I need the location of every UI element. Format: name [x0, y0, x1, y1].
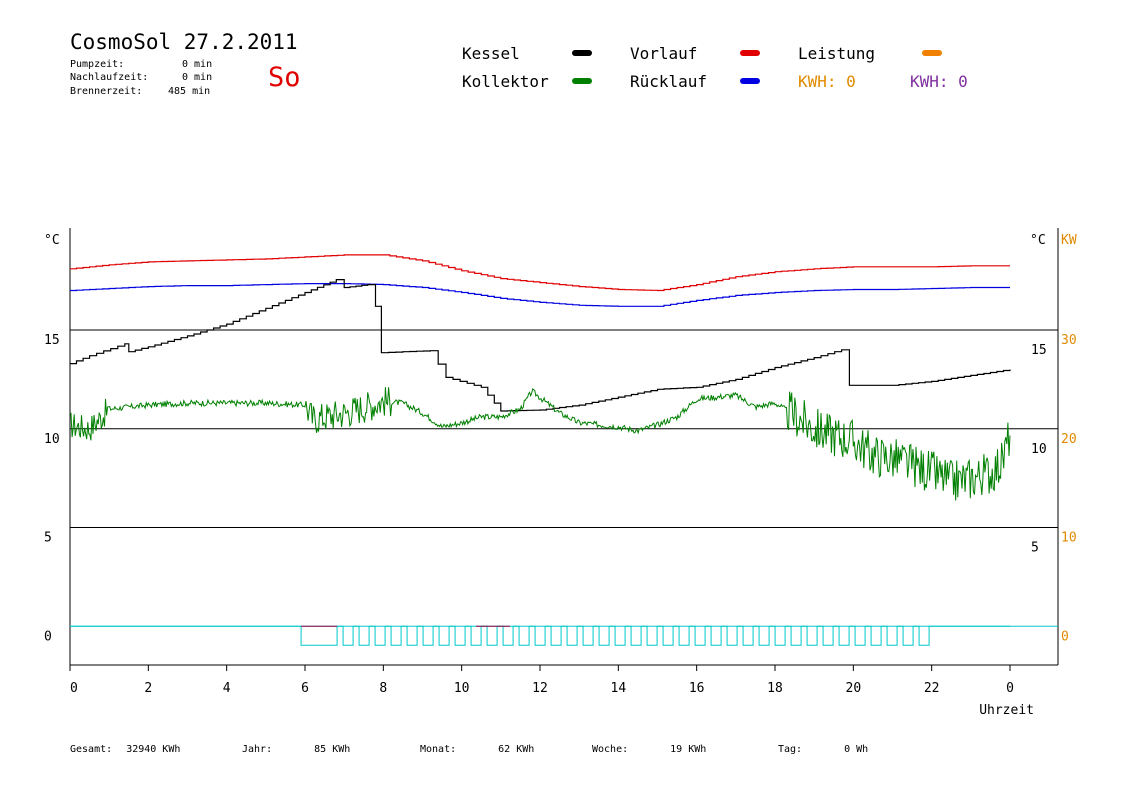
- chart-series: [69, 254, 1011, 501]
- x-tick-9: 18: [767, 681, 783, 696]
- y-tick-left-5: 5: [44, 531, 52, 546]
- legend-kwh-solar-label: KWH:: [798, 72, 837, 91]
- legend-kwh-other: KWH: 0: [910, 72, 968, 91]
- x-tick-1: 2: [144, 681, 152, 696]
- x-tick-11: 22: [924, 681, 940, 696]
- x-tick-7: 14: [611, 681, 627, 696]
- x-tick-2: 4: [223, 681, 231, 696]
- stat-woche-value: 19 KWh: [670, 744, 707, 755]
- y-tick-right-10: 10: [1031, 442, 1047, 457]
- stat-tag: Tag: 0 Wh: [778, 744, 868, 755]
- brenner-time: Brennerzeit: 485 min: [70, 85, 210, 98]
- pump-signal-trace: [70, 625, 1010, 646]
- stat-monat: Monat: 62 KWh: [420, 744, 534, 755]
- series-kessel: [70, 279, 1011, 412]
- legend-leistung-swatch: [922, 50, 942, 56]
- stat-jahr-value: 85 KWh: [314, 744, 351, 755]
- pump-signal: [70, 625, 1010, 646]
- pump-time-value: 0 min: [182, 59, 213, 70]
- stat-woche: Woche: 19 KWh: [592, 744, 706, 755]
- legend-kwh-other-value: 0: [958, 72, 968, 91]
- x-tick-4: 8: [379, 681, 387, 696]
- legend-ruecklauf-swatch: [740, 78, 760, 84]
- x-tick-12: 0: [1006, 681, 1014, 696]
- pump-time-label: Pumpzeit:: [70, 59, 125, 70]
- legend-vorlauf-swatch: [740, 50, 760, 56]
- legend-kollektor-swatch: [572, 78, 592, 84]
- kw-tick-0: 0: [1061, 629, 1069, 644]
- x-tick-8: 16: [689, 681, 705, 696]
- y-unit-right: °C: [1030, 233, 1046, 248]
- y-unit-left: °C: [44, 233, 60, 248]
- nachlauf-time-label: Nachlaufzeit:: [70, 72, 149, 83]
- kw-tick-20: 20: [1061, 432, 1077, 447]
- stat-jahr-label: Jahr:: [242, 744, 273, 755]
- stat-monat-value: 62 KWh: [498, 744, 535, 755]
- x-tick-5: 10: [454, 681, 470, 696]
- stat-jahr: Jahr: 85 KWh: [242, 744, 350, 755]
- legend-leistung-label: Leistung: [798, 44, 876, 63]
- legend-kwh-solar-value: 0: [846, 72, 856, 91]
- nachlauf-time-value: 0 min: [182, 72, 213, 83]
- stat-gesamt: Gesamt: 32940 KWh: [70, 744, 180, 755]
- stat-monat-label: Monat:: [420, 744, 457, 755]
- brenner-time-label: Brennerzeit:: [70, 86, 143, 97]
- y-tick-left-0: 0: [44, 629, 52, 644]
- page-title: CosmoSol 27.2.2011: [70, 30, 298, 54]
- chart-grid: [69, 228, 1059, 671]
- stat-woche-label: Woche:: [592, 744, 629, 755]
- nachlauf-time: Nachlaufzeit: 0 min: [70, 71, 212, 84]
- kw-unit: KW: [1061, 233, 1077, 248]
- stat-tag-label: Tag:: [778, 744, 803, 755]
- legend-kessel-label: Kessel: [462, 44, 520, 63]
- y-tick-right-15: 15: [1031, 343, 1047, 358]
- x-tick-0: 0: [70, 681, 78, 696]
- series-ruecklauf: [70, 283, 1010, 307]
- legend-kwh-solar: KWH: 0: [798, 72, 856, 91]
- legend-kessel-swatch: [572, 50, 592, 56]
- weekday-label: So: [268, 62, 301, 93]
- stat-tag-value: 0 Wh: [844, 744, 869, 755]
- y-tick-right-5: 5: [1031, 541, 1039, 556]
- x-tick-3: 6: [301, 681, 309, 696]
- legend-ruecklauf-label: Rücklauf: [630, 72, 708, 91]
- axis-labels: 15 10 5 0 15 10 5 30 20 10 0 °C °C KW 0 2 4 6 8 10 12 14 16 18 2…: [44, 233, 1077, 718]
- brenner-time-value: 485 min: [168, 86, 211, 97]
- stat-gesamt-label: Gesamt:: [70, 744, 113, 755]
- series-vorlauf: [70, 254, 1010, 292]
- legend-kwh-other-label: KWH:: [910, 72, 949, 91]
- kw-tick-30: 30: [1061, 333, 1077, 348]
- series-kollektor: [69, 387, 1011, 501]
- y-tick-left-15: 15: [44, 333, 60, 348]
- legend-vorlauf-label: Vorlauf: [630, 44, 698, 63]
- y-tick-left-10: 10: [44, 432, 60, 447]
- kw-tick-10: 10: [1061, 531, 1077, 546]
- pump-time: Pumpzeit: 0 min: [70, 58, 212, 71]
- x-tick-6: 12: [532, 681, 548, 696]
- legend-kollektor-label: Kollektor: [462, 72, 549, 91]
- stat-gesamt-value: 32940 KWh: [126, 744, 181, 755]
- x-tick-10: 20: [846, 681, 862, 696]
- x-axis-label: Uhrzeit: [979, 703, 1034, 718]
